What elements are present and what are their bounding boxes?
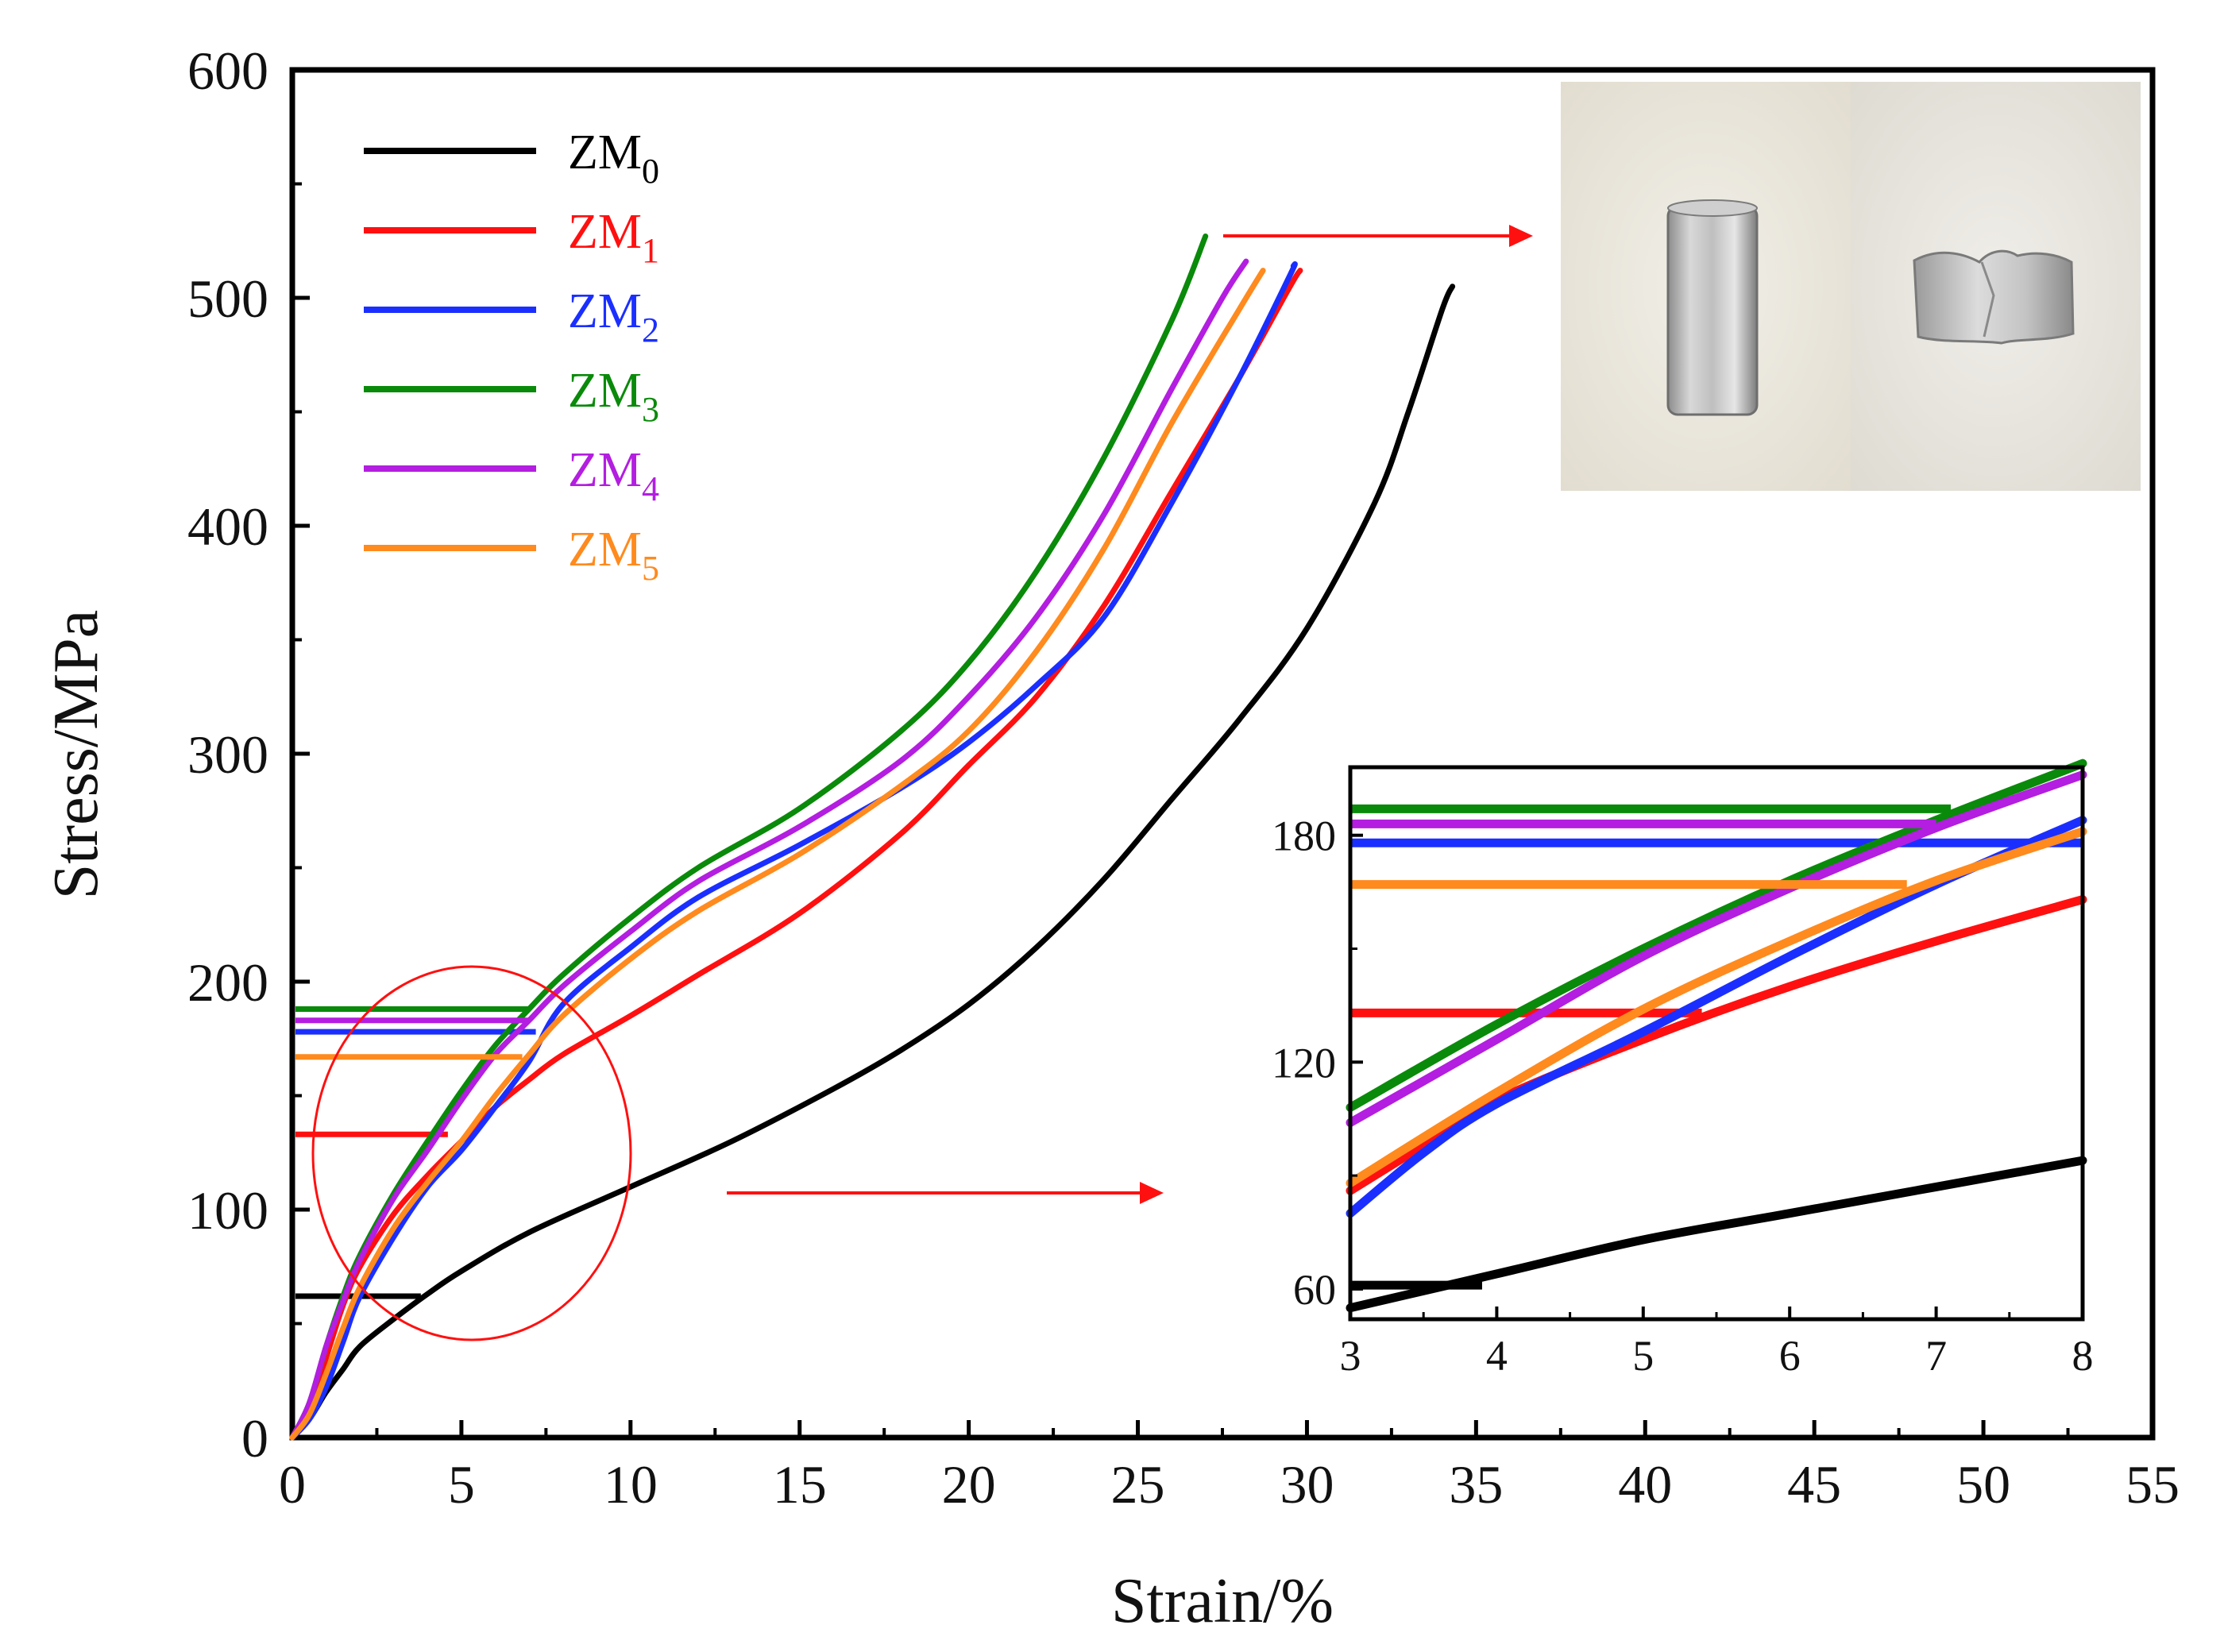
inset-x-tick-label: 4	[1486, 1332, 1508, 1380]
inset-x-tick-label: 6	[1779, 1332, 1801, 1380]
series-line-zm2	[289, 261, 1298, 1441]
inset-series-line	[1346, 1156, 2087, 1313]
x-tick-label: 10	[604, 1454, 658, 1515]
inset-x-tick-label: 3	[1340, 1332, 1361, 1380]
y-tick-label: 200	[187, 952, 268, 1013]
legend-label-zm1: ZM1	[568, 205, 659, 270]
y-tick-label: 300	[187, 724, 268, 785]
arrow-to-inset	[727, 1182, 1164, 1204]
main-tick-labels: 0 5 10 15 20 25 30 35 40 45 50 55010020030040050060…	[187, 41, 2180, 1515]
legend-label-zm0: ZM0	[568, 125, 659, 191]
x-tick-label: 0	[279, 1454, 306, 1515]
series-line-zm4	[289, 258, 1249, 1441]
inset-series-line	[1346, 758, 2087, 1112]
y-tick-label: 600	[187, 41, 268, 101]
x-tick-label: 25	[1111, 1454, 1165, 1515]
arrow-to-photos	[1223, 225, 1533, 247]
x-axis-title: Strain/%	[1111, 1566, 1334, 1636]
inset-y-tick-label: 120	[1272, 1039, 1336, 1087]
x-tick-label: 55	[2126, 1454, 2180, 1515]
y-axis-title: Stress/MPa	[41, 610, 111, 900]
photo-before-compression	[1561, 82, 1851, 491]
legend: ZM0 ZM1 ZM2 ZM3 ZM4 ZM5	[364, 125, 659, 588]
series-line-zm1	[289, 268, 1303, 1441]
main-curves	[289, 234, 1456, 1441]
y-tick-label: 500	[187, 268, 268, 329]
series-line-zm0	[289, 284, 1456, 1441]
photo-after-compression	[1851, 82, 2141, 491]
x-tick-label: 20	[942, 1454, 996, 1515]
x-tick-label: 45	[1787, 1454, 1841, 1515]
y-tick-label: 400	[187, 496, 268, 557]
inset-series-line	[1346, 895, 2087, 1195]
y-tick-label: 0	[241, 1408, 268, 1469]
inset-x-tick-label: 8	[2072, 1332, 2094, 1380]
inset-curves	[1346, 758, 2087, 1313]
inset-series-line	[1346, 770, 2087, 1127]
series-line-zm3	[289, 234, 1209, 1441]
inset-series-line	[1346, 827, 2087, 1188]
legend-label-zm2: ZM2	[568, 284, 659, 349]
highlight-ellipse	[311, 965, 632, 1341]
x-tick-label: 15	[773, 1454, 827, 1515]
inset-x-tick-label: 7	[1925, 1332, 1947, 1380]
legend-label-zm4: ZM4	[568, 443, 659, 508]
inset-tick-labels: 3 4 5 6 7 8 60 120 180	[1272, 812, 2094, 1380]
inset-y-tick-label: 180	[1272, 812, 1336, 860]
x-tick-label: 5	[448, 1454, 475, 1515]
x-tick-label: 50	[1956, 1454, 2010, 1515]
x-tick-label: 40	[1618, 1454, 1672, 1515]
legend-label-zm3: ZM3	[568, 364, 659, 429]
inset-y-tick-label: 60	[1293, 1266, 1336, 1314]
x-tick-label: 35	[1449, 1454, 1503, 1515]
legend-label-zm5: ZM5	[568, 523, 659, 588]
inset-plot: 3 4 5 6 7 8 60 120 180	[1272, 758, 2094, 1380]
x-tick-label: 30	[1280, 1454, 1334, 1515]
specimen-photos	[1561, 82, 2141, 491]
inset-x-tick-label: 5	[1632, 1332, 1654, 1380]
y-tick-label: 100	[187, 1180, 268, 1241]
